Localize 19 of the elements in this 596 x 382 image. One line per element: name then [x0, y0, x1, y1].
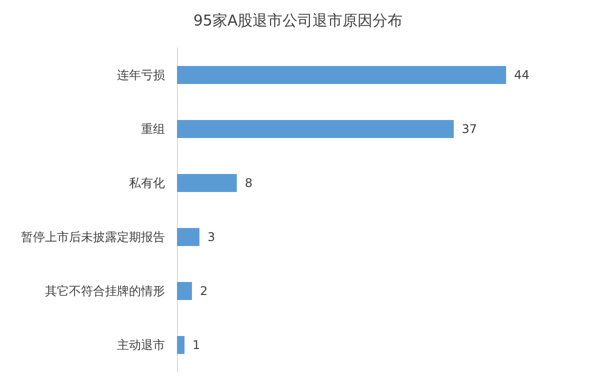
y-tick-label: 暂停上市后未披露定期报告	[21, 230, 165, 244]
data-label: 1	[192, 338, 200, 352]
bar	[177, 66, 506, 84]
bar	[177, 120, 454, 138]
bar	[177, 174, 237, 192]
y-tick-label: 重组	[141, 122, 165, 136]
y-tick-label: 其它不符合挂牌的情形	[45, 284, 165, 298]
data-label: 44	[514, 68, 530, 82]
chart-title: 95家A股退市公司退市原因分布	[193, 12, 403, 30]
data-label: 3	[207, 230, 216, 244]
data-label: 2	[200, 284, 208, 298]
y-tick-label: 连年亏损	[117, 68, 165, 82]
bar	[177, 282, 192, 300]
data-label: 37	[462, 122, 478, 136]
bar	[177, 336, 184, 354]
bar	[177, 228, 200, 246]
data-label: 8	[244, 176, 252, 190]
y-tick-label: 主动退市	[117, 338, 165, 352]
y-tick-label: 私有化	[129, 176, 165, 190]
